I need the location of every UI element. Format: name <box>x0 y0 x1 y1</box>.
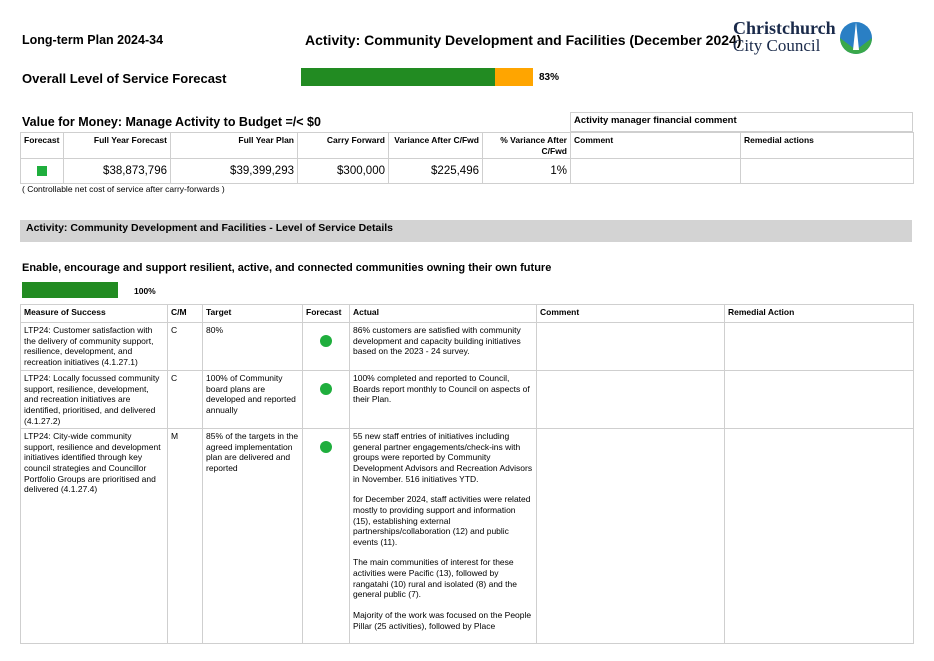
overall-percent: 83% <box>539 72 560 83</box>
comment-heading: Activity manager financial comment <box>570 112 913 132</box>
target: 100% of Community board plans are develo… <box>202 369 303 430</box>
logo-icon <box>840 22 872 54</box>
actual: 100% completed and reported to Council, … <box>349 369 537 430</box>
column-header: Full Year Forecast <box>63 131 171 160</box>
cell <box>20 158 64 185</box>
actual-paragraph: for December 2024, staff activities were… <box>353 494 531 547</box>
vfm-title: Value for Money: Manage Activity to Budg… <box>22 115 321 129</box>
forecast <box>302 428 350 645</box>
forecast-indicator <box>37 166 47 177</box>
column-header: Forecast <box>20 131 64 160</box>
forecast-indicator <box>320 383 332 395</box>
remedial-action <box>724 322 914 371</box>
overall-label: Overall Level of Service Forecast <box>22 71 227 86</box>
row: LTP24: City-wide community support, resi… <box>20 428 914 645</box>
details-table: Measure of Success C/M Target Forecast Actua… <box>20 304 914 645</box>
column-header: Forecast <box>302 304 350 323</box>
remedial-action <box>724 428 914 645</box>
column-header: Actual <box>349 304 537 323</box>
plan-title: Long-term Plan 2024-34 <box>22 33 164 47</box>
column-header: % Variance After C/Fwd <box>482 131 571 160</box>
column-header: Target <box>202 304 303 323</box>
column-header: Remedial actions <box>740 131 914 160</box>
forecast <box>302 322 350 371</box>
measure: LTP24: Customer satisfaction with the de… <box>20 322 168 371</box>
forecast-indicator <box>320 441 332 454</box>
logo-line: Christchurch <box>733 18 836 38</box>
row: LTP24: Locally focussed community suppor… <box>20 369 914 430</box>
comment <box>536 322 725 371</box>
column-header: Carry Forward <box>297 131 389 160</box>
progress-bar <box>301 68 495 86</box>
actual-paragraph: 100% completed and reported to Council, … <box>353 373 530 405</box>
goal: Enable, encourage and support resilient,… <box>22 262 552 274</box>
column-header: Variance After C/Fwd <box>388 131 483 160</box>
remedial-action <box>724 369 914 430</box>
column-header: Remedial Action <box>724 304 914 323</box>
cm: C <box>167 322 203 371</box>
column-header: Comment <box>570 131 741 160</box>
actual: 86% customers are satisfied with communi… <box>349 322 537 371</box>
column-header: Measure of Success <box>20 304 168 323</box>
logo-line: City Council <box>733 36 821 55</box>
cm: M <box>167 428 203 645</box>
cm: C <box>167 369 203 430</box>
actual-paragraph: Majority of the work was focused on the … <box>353 609 532 631</box>
progress-bar <box>495 68 533 86</box>
comment <box>536 369 725 430</box>
column-header: Full Year Plan <box>170 131 298 160</box>
measure: LTP24: City-wide community support, resi… <box>20 428 168 645</box>
cell: $300,000 <box>297 158 389 185</box>
vfm-note: ( Controllable net cost of service after… <box>22 184 225 194</box>
section-heading: Activity: Community Development and Faci… <box>20 220 912 242</box>
actual-paragraph: 86% customers are satisfied with communi… <box>353 325 521 357</box>
forecast-indicator <box>320 335 332 347</box>
target: 85% of the targets in the agreed impleme… <box>202 428 303 645</box>
logo: Christchurch City Council <box>733 18 836 55</box>
cell: $225,496 <box>388 158 483 185</box>
actual: 55 new staff entries of initiatives incl… <box>349 428 537 645</box>
column-header: C/M <box>167 304 203 323</box>
comment <box>536 428 725 645</box>
goal-percent: 100% <box>134 286 156 296</box>
forecast <box>302 369 350 430</box>
header-row: Measure of Success C/M Target Forecast Actua… <box>20 304 914 323</box>
cell <box>740 158 914 185</box>
actual-paragraph: The main communities of interest for the… <box>353 557 517 600</box>
actual-paragraph: 55 new staff entries of initiatives incl… <box>353 431 533 484</box>
target: 80% <box>202 322 303 371</box>
cell: 1% <box>482 158 571 185</box>
row: LTP24: Customer satisfaction with the de… <box>20 322 914 371</box>
cell: $39,399,293 <box>170 158 298 185</box>
activity-title: Activity: Community Development and Faci… <box>305 32 742 48</box>
measure: LTP24: Locally focussed community suppor… <box>20 369 168 430</box>
progress-bar <box>22 282 118 298</box>
vfm-table: Forecast Full Year Forecast Full Year Plan… <box>20 131 914 185</box>
column-header: Comment <box>536 304 725 323</box>
cell <box>570 158 741 185</box>
cell: $38,873,796 <box>63 158 171 185</box>
